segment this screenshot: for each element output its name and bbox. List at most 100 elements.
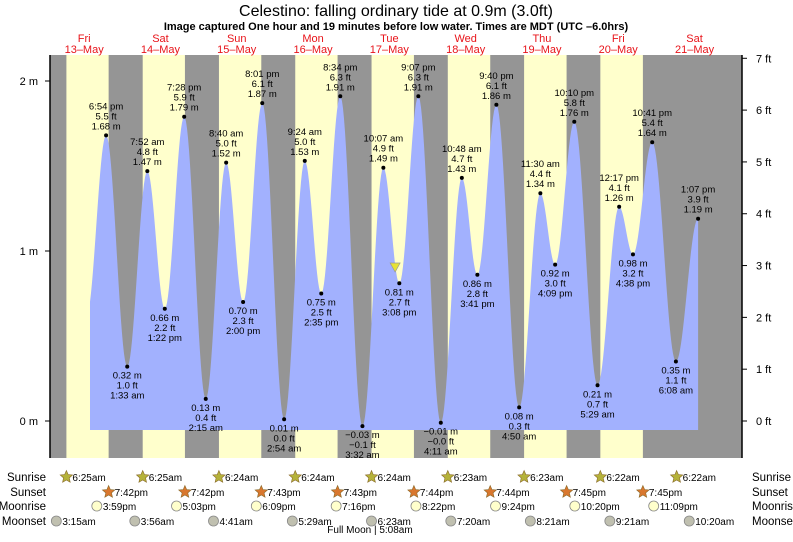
low-tide-label: 0.4 ft — [195, 413, 216, 424]
sunrise-star-icon — [440, 469, 455, 483]
high-tide-label: 5.8 ft — [564, 98, 585, 109]
high-tide-label: 7:52 am — [130, 137, 164, 148]
day-name: Mon — [302, 33, 323, 45]
moonrise-row-label-right: Moonrise — [752, 501, 793, 513]
moonrise-moon-icon — [171, 500, 182, 512]
low-tide-label: 4:09 pm — [538, 289, 572, 300]
high-tide-label: 4.7 ft — [451, 154, 472, 165]
low-tide-label: 2:15 am — [189, 423, 223, 434]
high-tide-label: 1.19 m — [684, 205, 713, 216]
sunset-time: 7:45pm — [649, 488, 682, 499]
day-date: 17–May — [370, 44, 410, 56]
high-tide-label: 4.9 ft — [373, 144, 394, 155]
sunset-star-icon — [254, 484, 269, 498]
high-tide-label: 9:40 pm — [479, 71, 513, 82]
moonset-moon-icon — [50, 515, 62, 527]
sunset-time: 7:43pm — [267, 488, 300, 499]
day-date: 14–May — [141, 44, 181, 56]
high-tide-point — [302, 158, 307, 163]
high-tide-label: 1.86 m — [482, 91, 511, 102]
low-tide-point — [595, 383, 600, 388]
low-tide-label: 0.7 ft — [587, 399, 608, 410]
sunrise-time: 6:22am — [683, 473, 716, 484]
sunrise-star-icon — [212, 469, 226, 483]
low-tide-label: 0.75 m — [307, 298, 336, 309]
sunset-star-icon — [101, 484, 116, 498]
high-tide-label: 1.68 m — [92, 121, 121, 132]
sunrise-star-icon — [364, 469, 379, 483]
high-tide-label: 8:40 am — [209, 129, 243, 140]
high-tide-point — [104, 133, 109, 138]
low-tide-point — [553, 262, 558, 267]
low-tide-point — [360, 424, 365, 429]
low-tide-label: 0.81 m — [385, 287, 414, 298]
low-tide-label: 2.8 ft — [467, 289, 488, 300]
high-tide-label: 1:07 pm — [681, 185, 715, 196]
high-tide-point — [224, 160, 229, 165]
sunset-row-label-right: Sunset — [752, 487, 789, 499]
high-tide-label: 5.0 ft — [294, 137, 315, 148]
chart-title: Celestino: falling ordinary tide at 0.9m… — [239, 3, 553, 20]
low-tide-label: 0.08 m — [505, 411, 534, 422]
sunset-time: 7:44pm — [496, 488, 529, 499]
moonset-time: 3:15am — [62, 517, 95, 528]
high-tide-label: 6.3 ft — [408, 72, 429, 83]
sunrise-star-icon — [593, 469, 608, 483]
high-tide-label: 10:10 pm — [554, 88, 594, 99]
sunrise-time: 6:25am — [72, 473, 105, 484]
low-tide-point — [319, 291, 324, 296]
right-axis-tick-label: 0 ft — [756, 416, 771, 428]
high-tide-label: 1.52 m — [212, 149, 241, 160]
low-tide-label: 4:38 pm — [616, 278, 650, 289]
low-tide-label: 2:54 am — [267, 443, 301, 454]
sunset-star-icon — [635, 484, 650, 498]
moonset-moon-icon — [366, 515, 377, 527]
sunrise-time: 6:22am — [606, 473, 639, 484]
sunrise-star-icon — [135, 469, 150, 483]
high-tide-point — [338, 94, 343, 99]
axes: 0 m 1 m 2 m 0 ft 1 ft 2 ft 3 ft 4 ft 5 ft 6 ft 7 f… — [20, 53, 771, 458]
low-tide-label: 2.7 ft — [389, 297, 410, 308]
low-tide-label: 3.2 ft — [622, 268, 643, 279]
high-tide-label: 1.91 m — [404, 82, 433, 93]
low-tide-label: 0.92 m — [541, 269, 570, 280]
low-tide-label: 2.5 ft — [311, 308, 332, 319]
moonset-moon-icon — [208, 515, 219, 527]
left-axis-tick-label: 2 m — [20, 76, 38, 88]
moonrise-time: 8:22pm — [422, 502, 455, 513]
moonset-time: 4:41am — [219, 517, 252, 528]
high-tide-label: 8:01 pm — [245, 69, 279, 80]
moonrise-time: 6:09pm — [262, 502, 295, 513]
high-tide-point — [145, 169, 150, 174]
moonset-time: 5:29am — [298, 517, 331, 528]
moonrise-time: 11:09pm — [660, 502, 698, 513]
day-date: 20–May — [599, 44, 639, 56]
moonrise-time: 7:16pm — [342, 502, 375, 513]
day-date: 21–May — [675, 44, 715, 56]
day-name: Fri — [612, 33, 625, 45]
low-tide-label: −0.0 ft — [427, 437, 454, 448]
high-tide-label: 6.3 ft — [330, 72, 351, 83]
high-tide-label: 1.49 m — [369, 154, 398, 165]
high-tide-point — [617, 204, 622, 209]
high-tide-label: 6:54 pm — [89, 101, 123, 112]
high-tide-label: 11:30 am — [521, 159, 560, 170]
low-tide-point — [125, 364, 130, 369]
left-axis-tick-label: 0 m — [20, 416, 38, 428]
moonset-moon-icon — [604, 515, 616, 527]
low-tide-label: 4:11 am — [424, 447, 458, 458]
right-axis-tick-label: 2 ft — [756, 312, 771, 324]
sunset-star-icon — [559, 484, 574, 498]
low-tide-point — [241, 300, 246, 304]
right-axis-tick-label: 5 ft — [756, 157, 771, 169]
high-tide-label: 1.43 m — [447, 164, 476, 175]
low-tide-label: 3.0 ft — [545, 279, 566, 290]
low-tide-point — [397, 281, 402, 286]
moonrise-time: 3:59pm — [103, 502, 136, 513]
moonrise-moon-icon — [648, 500, 660, 512]
low-tide-label: 2:00 pm — [226, 326, 260, 337]
high-tide-point — [182, 114, 187, 119]
low-tide-label: 1.1 ft — [665, 376, 686, 387]
low-tide-label: 0.01 m — [270, 423, 299, 434]
